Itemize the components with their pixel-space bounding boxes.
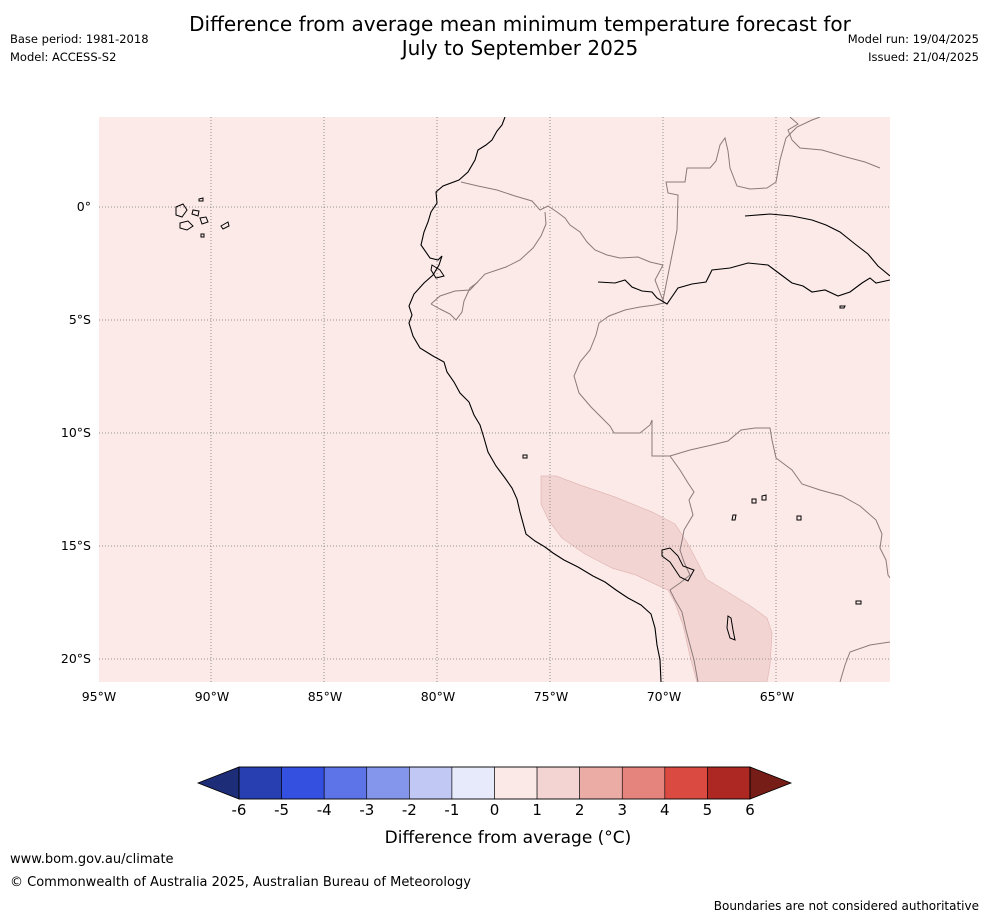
colorbar-segment <box>366 766 410 800</box>
colorbar-tick-label: 6 <box>745 801 755 819</box>
lon-label-85w: 85°W <box>307 689 343 704</box>
colorbar-segment <box>409 766 453 800</box>
lat-label-0: 0° <box>76 199 91 214</box>
colorbar-tick-label: -2 <box>401 801 417 819</box>
title-line-1: Difference from average mean minimum tem… <box>189 12 851 36</box>
colorbar-segment <box>621 766 666 800</box>
colorbar-tick-label: -3 <box>359 801 375 819</box>
colorbar-segment <box>238 766 282 800</box>
colorbar-segment <box>707 766 751 800</box>
issued-date: Issued: 21/04/2025 <box>868 50 979 64</box>
map-background <box>99 117 890 682</box>
colorbar-segment <box>664 766 708 800</box>
meta-right: Model run: 19/04/2025 Issued: 21/04/2025 <box>848 30 979 66</box>
graticule <box>99 117 890 682</box>
base-period: Base period: 1981-2018 <box>10 32 149 46</box>
page-title: Difference from average mean minimum tem… <box>0 12 988 60</box>
title-line-2: July to September 2025 <box>401 36 639 60</box>
colorbar-segment <box>281 766 325 800</box>
colorbar-extend-high <box>749 766 793 800</box>
colorbar-tick-label: -4 <box>316 801 332 819</box>
meta-left: Base period: 1981-2018 Model: ACCESS-S2 <box>10 30 149 66</box>
coastline <box>175 117 890 682</box>
colorbar-tick-label: 5 <box>702 801 713 819</box>
country-borders <box>430 117 890 682</box>
lon-label-70w: 70°W <box>646 689 682 704</box>
lat-label-5s: 5°S <box>68 312 91 327</box>
model-run: Model run: 19/04/2025 <box>847 32 979 46</box>
lon-label-75w: 75°W <box>533 689 569 704</box>
lat-label-20s: 20°S <box>60 651 91 666</box>
colorbar-segment <box>323 766 368 800</box>
colorbar-tick-label: 1 <box>532 801 542 819</box>
colorbar-tick-label: 3 <box>617 801 628 819</box>
source-url: www.bom.gov.au/climate <box>10 852 174 867</box>
lon-label-80w: 80°W <box>420 689 456 704</box>
colorbar-tick-label: 0 <box>489 801 500 819</box>
anomaly-zone-1-to-2 <box>540 475 773 682</box>
colorbar-label: Difference from average (°C) <box>384 828 632 848</box>
lon-label-65w: 65°W <box>759 689 795 704</box>
colorbar-segment <box>579 766 623 800</box>
lon-label-90w: 90°W <box>194 689 230 704</box>
colorbar-segment <box>451 766 495 800</box>
lon-label-95w: 95°W <box>81 689 117 704</box>
colorbar-tick-label: -5 <box>274 801 290 819</box>
colorbar-tick-label: -1 <box>444 801 460 819</box>
lat-label-15s: 15°S <box>60 538 91 553</box>
boundary-disclaimer: Boundaries are not considered authoritat… <box>713 899 979 913</box>
colorbar-segment <box>536 766 580 800</box>
colorbar <box>196 766 793 800</box>
colorbar-frame <box>238 766 751 800</box>
copyright: © Commonwealth of Australia 2025, Austra… <box>10 875 471 890</box>
colorbar-segment <box>494 766 538 800</box>
colorbar-tick-label: 2 <box>574 801 585 819</box>
lat-label-10s: 10°S <box>60 425 91 440</box>
colorbar-extend-low <box>196 766 240 800</box>
colorbar-tick-label: 4 <box>660 801 670 819</box>
colorbar-tick-label: -6 <box>231 801 247 819</box>
model-name: Model: ACCESS-S2 <box>10 50 117 64</box>
